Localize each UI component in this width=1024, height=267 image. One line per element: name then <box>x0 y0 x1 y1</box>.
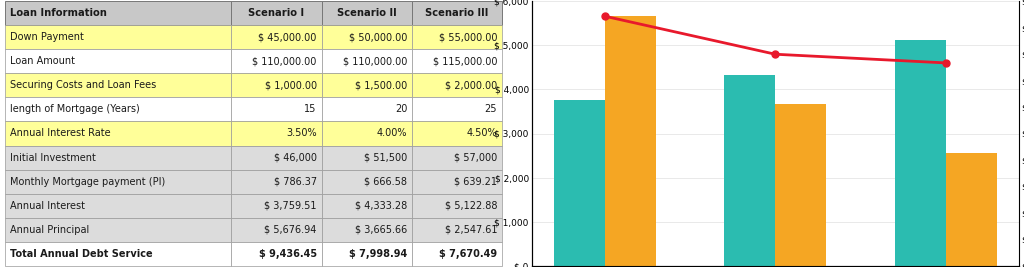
FancyBboxPatch shape <box>231 49 322 73</box>
FancyBboxPatch shape <box>231 121 322 146</box>
Text: $ 115,000.00: $ 115,000.00 <box>432 56 497 66</box>
FancyBboxPatch shape <box>231 25 322 49</box>
Text: 25: 25 <box>484 104 497 115</box>
Text: 15: 15 <box>304 104 316 115</box>
FancyBboxPatch shape <box>231 73 322 97</box>
Text: $ 2,000.00: $ 2,000.00 <box>444 80 497 91</box>
FancyBboxPatch shape <box>5 170 231 194</box>
Total Annual Debt Service <box>599 15 611 18</box>
Text: Total Annual Debt Service: Total Annual Debt Service <box>10 249 153 259</box>
Text: 4.00%: 4.00% <box>377 128 408 139</box>
Text: 3.50%: 3.50% <box>286 128 316 139</box>
FancyBboxPatch shape <box>231 146 322 170</box>
Text: 4.50%: 4.50% <box>467 128 497 139</box>
Text: $ 57,000: $ 57,000 <box>454 152 497 163</box>
FancyBboxPatch shape <box>322 25 412 49</box>
Text: length of Mortgage (Years): length of Mortgage (Years) <box>10 104 140 115</box>
FancyBboxPatch shape <box>412 1 502 25</box>
Text: Loan Amount: Loan Amount <box>10 56 75 66</box>
Text: Annual Interest: Annual Interest <box>10 201 85 211</box>
Text: $ 5,122.88: $ 5,122.88 <box>444 201 497 211</box>
Text: $ 3,665.66: $ 3,665.66 <box>355 225 408 235</box>
Text: $ 2,547.61: $ 2,547.61 <box>444 225 497 235</box>
FancyBboxPatch shape <box>5 242 231 266</box>
FancyBboxPatch shape <box>322 73 412 97</box>
Text: $ 786.37: $ 786.37 <box>273 176 316 187</box>
FancyBboxPatch shape <box>5 194 231 218</box>
FancyBboxPatch shape <box>322 49 412 73</box>
Bar <box>605 15 656 266</box>
FancyBboxPatch shape <box>322 121 412 146</box>
FancyBboxPatch shape <box>412 97 502 121</box>
FancyBboxPatch shape <box>412 25 502 49</box>
Bar <box>895 40 945 266</box>
Text: $ 7,998.94: $ 7,998.94 <box>349 249 408 259</box>
FancyBboxPatch shape <box>5 1 231 25</box>
Text: $ 639.21: $ 639.21 <box>454 176 497 187</box>
Text: Scenario II: Scenario II <box>337 8 397 18</box>
Text: $ 666.58: $ 666.58 <box>365 176 408 187</box>
FancyBboxPatch shape <box>231 170 322 194</box>
Text: $ 110,000.00: $ 110,000.00 <box>343 56 408 66</box>
Bar <box>724 75 775 266</box>
FancyBboxPatch shape <box>322 97 412 121</box>
FancyBboxPatch shape <box>231 1 322 25</box>
Text: Scenario III: Scenario III <box>425 8 488 18</box>
Text: $ 3,759.51: $ 3,759.51 <box>264 201 316 211</box>
Text: $ 1,000.00: $ 1,000.00 <box>264 80 316 91</box>
FancyBboxPatch shape <box>412 170 502 194</box>
Text: $ 4,333.28: $ 4,333.28 <box>355 201 408 211</box>
Bar <box>775 104 826 266</box>
Text: $ 9,436.45: $ 9,436.45 <box>259 249 316 259</box>
Text: Annual Interest Rate: Annual Interest Rate <box>10 128 111 139</box>
Text: $ 55,000.00: $ 55,000.00 <box>438 32 497 42</box>
Bar <box>945 154 996 266</box>
Line: Total Annual Debt Service: Total Annual Debt Service <box>601 13 949 66</box>
FancyBboxPatch shape <box>231 194 322 218</box>
FancyBboxPatch shape <box>5 121 231 146</box>
FancyBboxPatch shape <box>5 25 231 49</box>
Text: Initial Investment: Initial Investment <box>10 152 96 163</box>
FancyBboxPatch shape <box>322 170 412 194</box>
Text: 20: 20 <box>395 104 408 115</box>
FancyBboxPatch shape <box>322 194 412 218</box>
FancyBboxPatch shape <box>231 242 322 266</box>
FancyBboxPatch shape <box>412 242 502 266</box>
Text: $ 50,000.00: $ 50,000.00 <box>349 32 408 42</box>
FancyBboxPatch shape <box>5 146 231 170</box>
FancyBboxPatch shape <box>412 73 502 97</box>
Text: $ 5,676.94: $ 5,676.94 <box>264 225 316 235</box>
Total Annual Debt Service <box>769 53 781 56</box>
Text: Securing Costs and Loan Fees: Securing Costs and Loan Fees <box>10 80 157 91</box>
Text: $ 110,000.00: $ 110,000.00 <box>252 56 316 66</box>
FancyBboxPatch shape <box>322 146 412 170</box>
FancyBboxPatch shape <box>322 242 412 266</box>
Text: $ 51,500: $ 51,500 <box>364 152 408 163</box>
Text: $ 46,000: $ 46,000 <box>273 152 316 163</box>
FancyBboxPatch shape <box>322 218 412 242</box>
Text: Down Payment: Down Payment <box>10 32 84 42</box>
Total Annual Debt Service <box>939 61 951 65</box>
Text: Loan Information: Loan Information <box>10 8 106 18</box>
FancyBboxPatch shape <box>412 49 502 73</box>
Text: Scenario I: Scenario I <box>249 8 304 18</box>
FancyBboxPatch shape <box>412 146 502 170</box>
Text: Monthly Mortgage payment (PI): Monthly Mortgage payment (PI) <box>10 176 165 187</box>
Text: $ 45,000.00: $ 45,000.00 <box>258 32 316 42</box>
Text: $ 7,670.49: $ 7,670.49 <box>439 249 497 259</box>
FancyBboxPatch shape <box>412 121 502 146</box>
Bar <box>554 100 605 266</box>
FancyBboxPatch shape <box>5 73 231 97</box>
Text: Annual Principal: Annual Principal <box>10 225 89 235</box>
FancyBboxPatch shape <box>322 1 412 25</box>
FancyBboxPatch shape <box>5 218 231 242</box>
FancyBboxPatch shape <box>231 97 322 121</box>
FancyBboxPatch shape <box>231 218 322 242</box>
FancyBboxPatch shape <box>5 49 231 73</box>
FancyBboxPatch shape <box>412 194 502 218</box>
Text: $ 1,500.00: $ 1,500.00 <box>355 80 408 91</box>
FancyBboxPatch shape <box>412 218 502 242</box>
FancyBboxPatch shape <box>5 97 231 121</box>
